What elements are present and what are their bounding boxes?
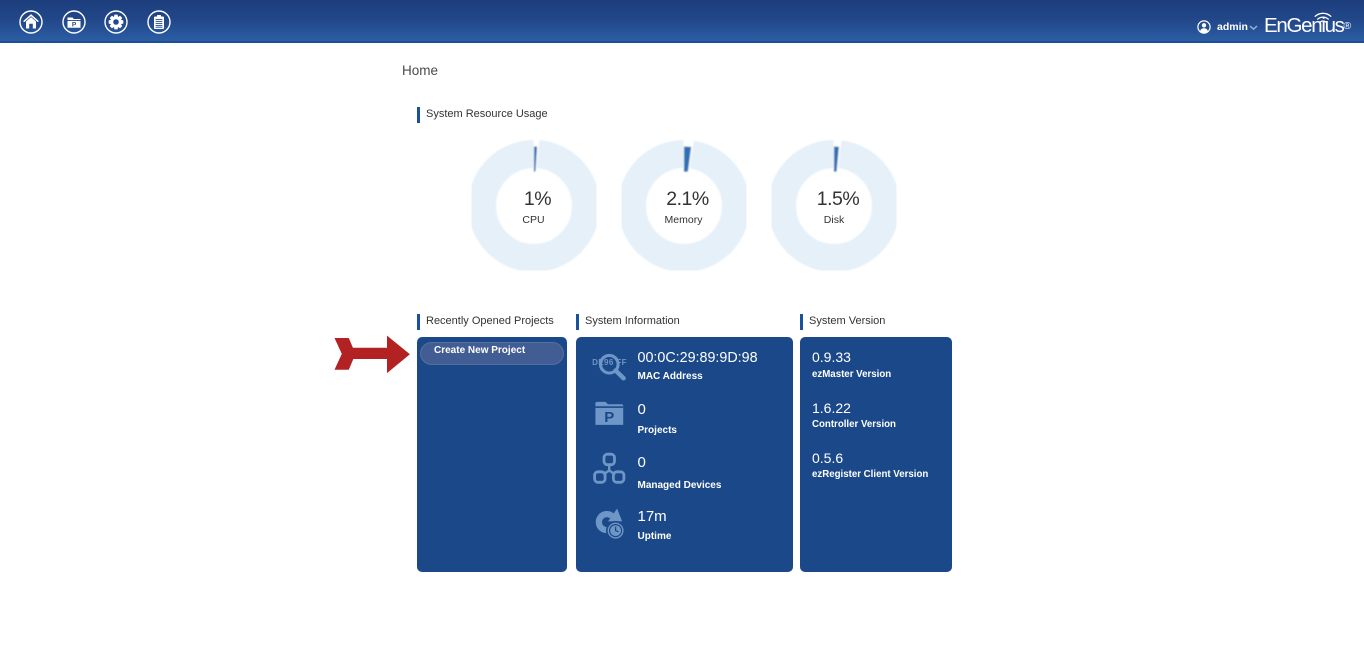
svg-text:P: P <box>604 409 614 426</box>
svg-text:P: P <box>72 22 77 29</box>
svg-text:DE96 FF: DE96 FF <box>592 358 627 367</box>
